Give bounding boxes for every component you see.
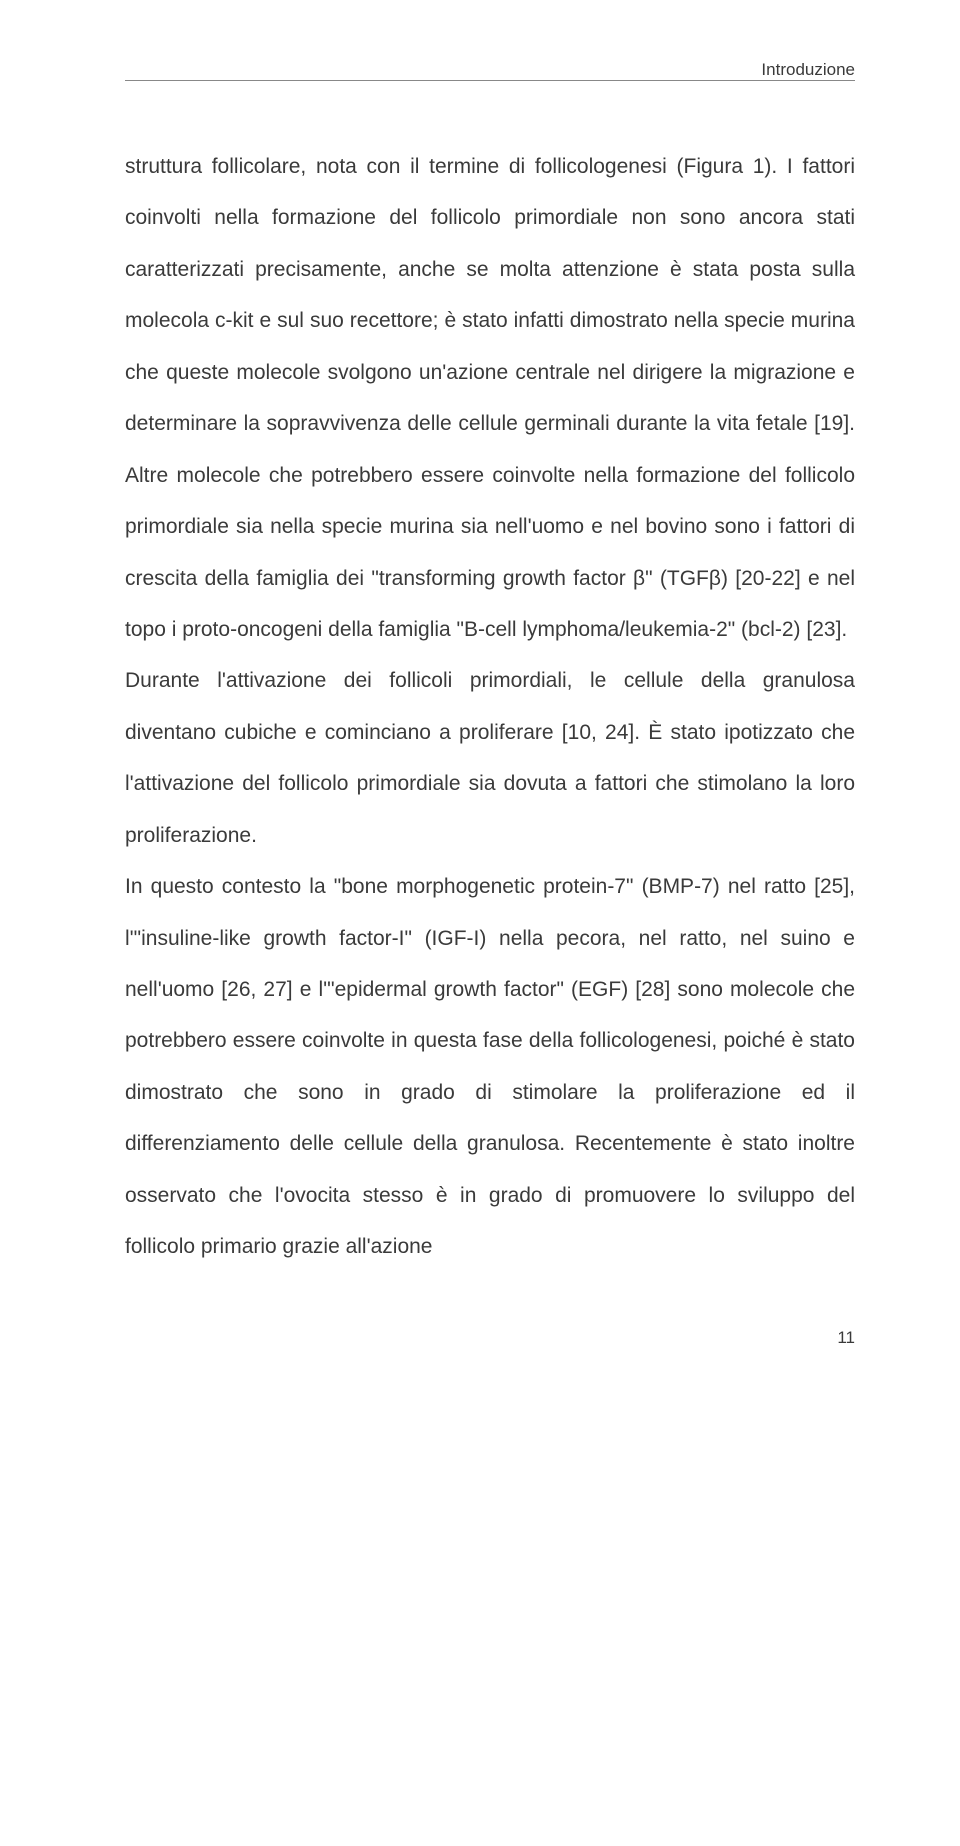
paragraph-1: struttura follicolare, nota con il termi… <box>125 141 855 655</box>
section-label: Introduzione <box>125 60 855 81</box>
header-section: Introduzione <box>125 60 855 81</box>
page-number: 11 <box>125 1328 855 1348</box>
document-body: struttura follicolare, nota con il termi… <box>125 141 855 1273</box>
paragraph-2: Durante l'attivazione dei follicoli prim… <box>125 655 855 861</box>
paragraph-3: In questo contesto la "bone morphogeneti… <box>125 861 855 1273</box>
